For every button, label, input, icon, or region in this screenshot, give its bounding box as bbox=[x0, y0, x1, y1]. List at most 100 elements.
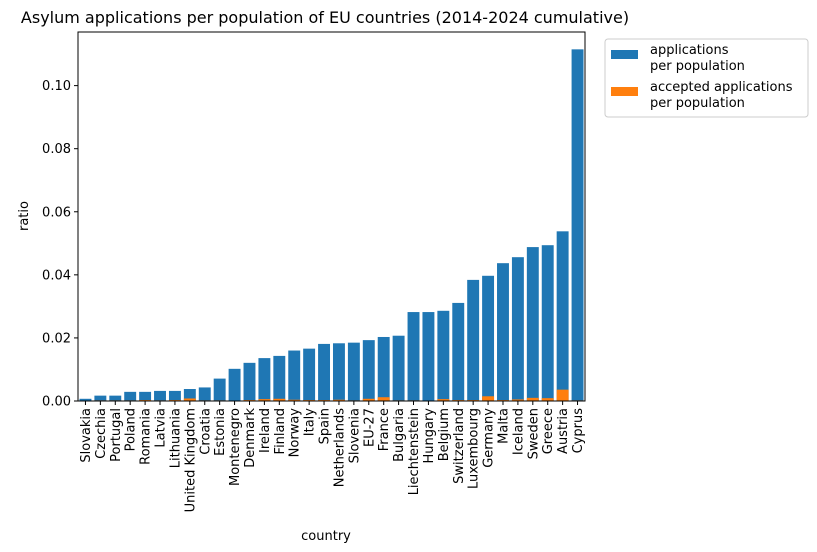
plot-frame bbox=[77, 31, 586, 402]
bar-applications bbox=[168, 390, 181, 401]
bar-applications bbox=[556, 231, 569, 401]
x-tick-label: Poland bbox=[124, 408, 139, 451]
x-tick-label: Liechtenstein bbox=[407, 408, 422, 495]
bar-accepted bbox=[332, 399, 345, 401]
bar-applications bbox=[541, 245, 554, 401]
x-tick-label: Luxembourg bbox=[467, 408, 482, 489]
bar-accepted bbox=[288, 399, 301, 401]
x-tick-label: Bulgaria bbox=[392, 408, 407, 462]
x-tick-label: Slovakia bbox=[79, 408, 94, 463]
y-axis: 0.00 0.02 0.04 0.06 0.08 0.10 bbox=[42, 79, 78, 410]
bar-applications bbox=[228, 368, 241, 401]
bar-applications bbox=[526, 247, 539, 401]
legend-swatch bbox=[611, 87, 638, 96]
bar-applications bbox=[79, 398, 92, 401]
bar-applications bbox=[288, 350, 301, 401]
legend-label: accepted applications per population bbox=[650, 80, 793, 111]
y-tick-label: 0.02 bbox=[42, 331, 71, 346]
x-tick-label: Hungary bbox=[422, 408, 437, 464]
bar-applications bbox=[273, 355, 286, 401]
x-tick-label: Belgium bbox=[437, 408, 452, 461]
bar-accepted bbox=[541, 398, 554, 401]
x-tick-label: Germany bbox=[482, 408, 497, 468]
bar-applications bbox=[183, 389, 196, 401]
legend-label: applications per population bbox=[650, 43, 745, 74]
bar-applications bbox=[482, 275, 495, 401]
x-tick-label: Romania bbox=[139, 408, 154, 465]
x-tick-label: Slovenia bbox=[347, 408, 362, 463]
x-tick-label: France bbox=[377, 408, 392, 451]
x-axis: Slovakia Czechia Portugal Poland Romania Latv… bbox=[79, 401, 586, 512]
bar-applications bbox=[377, 336, 390, 401]
bar-applications bbox=[109, 395, 122, 401]
bar-accepted bbox=[437, 399, 450, 401]
bar-accepted bbox=[526, 397, 539, 401]
y-tick-label: 0.00 bbox=[42, 395, 71, 410]
x-tick-label: Portugal bbox=[109, 408, 124, 462]
x-tick-label: Czechia bbox=[94, 408, 109, 459]
bar-applications bbox=[392, 335, 405, 401]
bar-applications bbox=[362, 340, 375, 401]
x-tick-label: Lithuania bbox=[168, 408, 183, 468]
chart-title: Asylum applications per population of EU… bbox=[21, 8, 629, 27]
x-tick-label: Spain bbox=[318, 408, 333, 444]
x-tick-label: Latvia bbox=[154, 408, 169, 448]
x-tick-label: Netherlands bbox=[332, 408, 347, 487]
y-tick-label: 0.08 bbox=[42, 142, 71, 157]
bar-applications bbox=[511, 257, 524, 401]
bar-applications bbox=[213, 378, 226, 401]
bar-applications bbox=[437, 310, 450, 401]
bar-accepted bbox=[511, 399, 524, 401]
bar-applications bbox=[258, 358, 271, 401]
bar-applications bbox=[243, 362, 256, 401]
x-tick-label: EU-27 bbox=[362, 408, 377, 447]
bar-accepted bbox=[482, 396, 495, 401]
x-tick-label: Denmark bbox=[243, 408, 258, 468]
x-tick-label: Croatia bbox=[198, 408, 213, 455]
y-tick-label: 0.06 bbox=[42, 205, 71, 220]
bar-applications bbox=[124, 391, 137, 401]
bar-accepted bbox=[258, 399, 271, 401]
bars-layer bbox=[79, 49, 584, 401]
x-tick-label: Montenegro bbox=[228, 408, 243, 486]
x-tick-label: Austria bbox=[556, 408, 571, 454]
bar-applications bbox=[347, 342, 360, 401]
y-tick-label: 0.10 bbox=[42, 79, 71, 94]
x-tick-label: Ireland bbox=[258, 408, 273, 453]
y-axis-label: ratio bbox=[17, 201, 32, 231]
bar-applications bbox=[198, 387, 211, 401]
legend-frame bbox=[604, 38, 809, 118]
bar-accepted bbox=[377, 397, 390, 401]
bar-applications bbox=[452, 302, 465, 401]
x-tick-label: Finland bbox=[273, 408, 288, 454]
x-tick-label: United Kingdom bbox=[183, 408, 198, 512]
bar-applications bbox=[94, 395, 107, 401]
bar-applications bbox=[154, 390, 166, 401]
bar-applications bbox=[407, 312, 420, 401]
x-tick-label: Switzerland bbox=[452, 408, 467, 484]
bar-accepted bbox=[183, 398, 196, 401]
x-tick-label: Italy bbox=[303, 408, 318, 437]
legend-swatch bbox=[611, 50, 638, 59]
bar-applications bbox=[318, 343, 331, 401]
bar-applications bbox=[497, 263, 509, 401]
x-tick-label: Norway bbox=[288, 408, 303, 458]
bar-applications bbox=[332, 343, 345, 401]
x-tick-label: Cyprus bbox=[571, 408, 586, 454]
x-tick-label: Malta bbox=[496, 408, 511, 444]
bar-applications bbox=[303, 348, 316, 401]
bar-applications bbox=[139, 391, 152, 401]
x-tick-label: Sweden bbox=[526, 408, 541, 459]
bar-accepted bbox=[362, 398, 375, 401]
bar-applications bbox=[571, 49, 584, 401]
x-tick-label: Iceland bbox=[511, 408, 526, 455]
bar-applications bbox=[422, 312, 435, 401]
x-tick-label: Estonia bbox=[213, 408, 228, 456]
x-tick-label: Greece bbox=[541, 408, 556, 454]
bar-accepted bbox=[273, 398, 286, 401]
legend: applications per population accepted appli… bbox=[604, 38, 809, 118]
bar-applications bbox=[467, 279, 480, 401]
y-tick-label: 0.04 bbox=[42, 268, 71, 283]
bar-accepted bbox=[556, 389, 569, 401]
